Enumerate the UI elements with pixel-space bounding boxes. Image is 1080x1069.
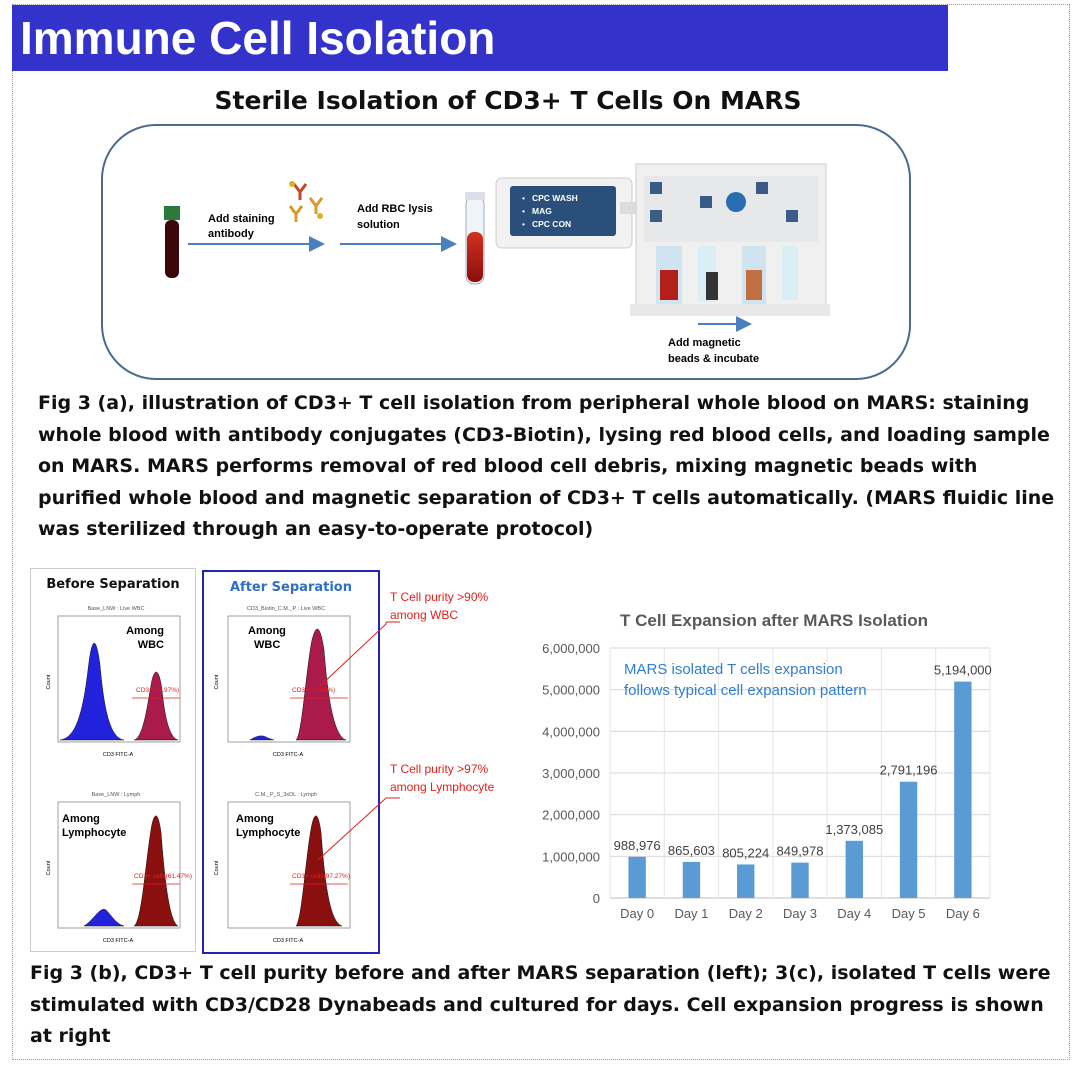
svg-text:Count: Count xyxy=(46,860,52,875)
histogram-before-wbc: Base_LNW : Live WBC CD3+(39.97%) Among W… xyxy=(46,606,181,758)
page-frame xyxy=(12,4,1070,1060)
note1-leader xyxy=(319,622,387,687)
histogram-after-lymph: C.M._P_S_3xDL : Lymph CD3+ cells(97.27%)… xyxy=(214,792,351,944)
histogram-after-wbc: CD3_Biotin_C.M._P : Live WBC CD3+(91.43%… xyxy=(214,606,351,758)
x-tick-label: Day 3 xyxy=(783,906,817,921)
bar-day-6 xyxy=(954,681,972,898)
y-tick-label: 6,000,000 xyxy=(542,641,600,656)
page-title: Immune Cell Isolation xyxy=(20,12,496,64)
bar-day-2 xyxy=(737,864,755,898)
histogram-before-lymph: Base_LNW : Lymph CD3+ cells(61.47%) Amon… xyxy=(46,792,192,944)
x-tick-label: Day 1 xyxy=(674,906,708,921)
step3-label-line1: Add magnetic xyxy=(668,337,741,349)
svg-text:Among: Among xyxy=(248,625,286,637)
svg-text:•: • xyxy=(522,193,525,203)
data-label: 5,194,000 xyxy=(934,663,992,678)
data-label: 988,976 xyxy=(614,838,661,853)
svg-text:CD3 FITC-A: CD3 FITC-A xyxy=(273,938,304,944)
svg-text:CD3+(39.97%): CD3+(39.97%) xyxy=(136,687,179,694)
svg-text:Base_LNW : Live WBC: Base_LNW : Live WBC xyxy=(88,606,145,612)
svg-text:Base_LNW : Lymph: Base_LNW : Lymph xyxy=(92,792,141,798)
caption-fig3a: Fig 3 (a), illustration of CD3+ T cell i… xyxy=(38,392,1055,540)
chart-annotation-line2: follows typical cell expansion pattern xyxy=(624,682,867,699)
x-tick-label: Day 0 xyxy=(620,906,654,921)
x-tick-label: Day 5 xyxy=(892,906,926,921)
svg-text:Among: Among xyxy=(236,813,274,825)
workflow-box xyxy=(101,124,911,380)
step2-label-line1: Add RBC lysis xyxy=(357,203,433,215)
svg-text:Lymphocyte: Lymphocyte xyxy=(236,827,300,839)
workflow-illustration: Add staining antibody Add RBC lysis solu… xyxy=(164,163,830,365)
caption-fig3b: Fig 3 (b), CD3+ T cell purity before and… xyxy=(30,962,1051,1047)
svg-text:CD3 FITC-A: CD3 FITC-A xyxy=(273,752,304,758)
y-tick-label: 0 xyxy=(593,891,600,906)
step1-label-line2: antibody xyxy=(208,228,255,240)
bar-day-3 xyxy=(791,862,809,898)
before-separation-panel: Before Separation xyxy=(30,568,196,952)
svg-text:Among: Among xyxy=(126,625,164,637)
bar-day-1 xyxy=(682,861,701,898)
svg-text:Count: Count xyxy=(214,860,220,875)
mars-instrument-icon xyxy=(495,163,830,316)
bar-day-5 xyxy=(899,781,918,898)
note2-leader xyxy=(317,797,387,861)
svg-text:WBC: WBC xyxy=(138,639,164,651)
chart-annotation-line1: MARS isolated T cells expansion xyxy=(624,661,843,678)
after-title: After Separation xyxy=(230,580,352,595)
svg-text:Count: Count xyxy=(46,674,52,689)
y-tick-label: 2,000,000 xyxy=(542,808,600,823)
bar-day-0 xyxy=(628,856,646,898)
flow-histograms: Base_LNW : Live WBC CD3+(39.97%) Among W… xyxy=(46,606,400,944)
step1-label-line1: Add staining xyxy=(208,213,275,225)
step3-label-line2: beads & incubate xyxy=(668,353,759,365)
svg-text:CD3+ cells(61.47%): CD3+ cells(61.47%) xyxy=(134,873,192,880)
section-subtitle: Sterile Isolation of CD3+ T Cells On MAR… xyxy=(214,86,802,115)
data-label: 805,224 xyxy=(722,845,769,860)
x-tick-label: Day 4 xyxy=(837,906,871,921)
svg-text:CD3 FITC-A: CD3 FITC-A xyxy=(103,752,134,758)
bar-day-4 xyxy=(845,840,863,898)
antibody-icon xyxy=(288,181,324,222)
svg-text:•: • xyxy=(522,219,525,229)
y-tick-label: 4,000,000 xyxy=(542,724,600,739)
svg-text:CD3+ cells(97.27%): CD3+ cells(97.27%) xyxy=(292,873,350,880)
title-banner: Immune Cell Isolation xyxy=(12,5,948,71)
y-tick-label: 1,000,000 xyxy=(542,849,600,864)
svg-text:WBC: WBC xyxy=(254,639,280,651)
whole-blood-tube-icon xyxy=(164,206,180,278)
chart-title: T Cell Expansion after MARS Isolation xyxy=(620,611,928,630)
svg-text:CD3 FITC-A: CD3 FITC-A xyxy=(103,938,134,944)
screen-item-con: CPC CON xyxy=(532,219,571,229)
before-title: Before Separation xyxy=(46,577,180,592)
lysed-tube-icon xyxy=(465,192,485,285)
svg-text:Lymphocyte: Lymphocyte xyxy=(62,827,126,839)
svg-text:Count: Count xyxy=(214,674,220,689)
svg-text:C.M._P_S_3xDL : Lymph: C.M._P_S_3xDL : Lymph xyxy=(255,792,317,798)
data-label: 849,978 xyxy=(777,844,824,859)
after-separation-panel: After Separation xyxy=(202,570,380,954)
screen-item-mag: MAG xyxy=(532,206,552,216)
y-tick-label: 3,000,000 xyxy=(542,766,600,781)
expansion-bar-chart: T Cell Expansion after MARS Isolation 98… xyxy=(542,611,992,921)
svg-text:Among: Among xyxy=(62,813,100,825)
purity-note-lymph: T Cell purity >97% among Lymphocyte xyxy=(390,762,495,794)
y-tick-label: 5,000,000 xyxy=(542,683,600,698)
data-label: 2,791,196 xyxy=(880,763,938,778)
step2-label-line2: solution xyxy=(357,219,400,231)
purity-note-wbc: T Cell purity >90% among WBC xyxy=(390,590,489,622)
svg-text:CD3_Biotin_C.M._P : Live WBC: CD3_Biotin_C.M._P : Live WBC xyxy=(247,606,325,612)
x-tick-label: Day 6 xyxy=(946,906,980,921)
data-label: 1,373,085 xyxy=(825,822,883,837)
svg-text:•: • xyxy=(522,206,525,216)
data-label: 865,603 xyxy=(668,843,715,858)
mars-screen-list: • CPC WASH • MAG • CPC CON xyxy=(522,193,578,229)
svg-text:CD3+(91.43%): CD3+(91.43%) xyxy=(292,687,335,694)
screen-item-wash: CPC WASH xyxy=(532,193,578,203)
x-tick-label: Day 2 xyxy=(729,906,763,921)
